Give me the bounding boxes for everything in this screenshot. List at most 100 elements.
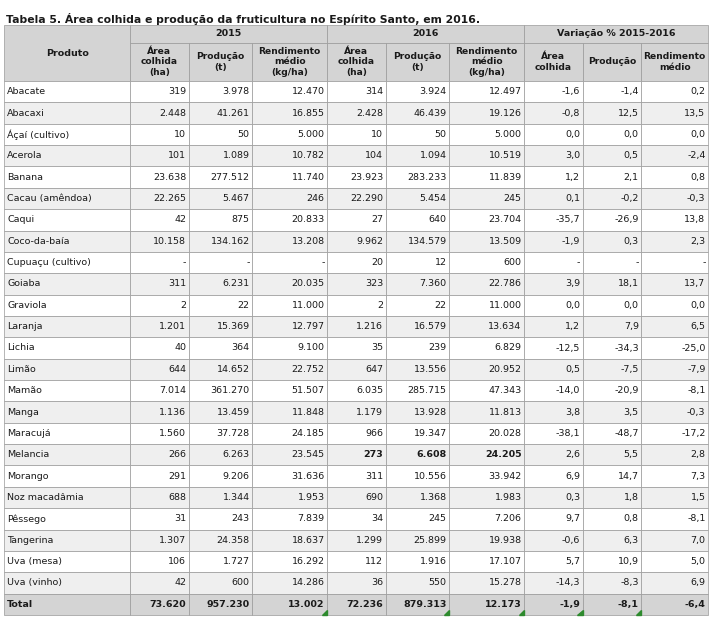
Text: 6.231: 6.231 (223, 280, 250, 288)
Bar (449, 401, 524, 423)
Text: 20: 20 (371, 258, 383, 267)
Text: Produto: Produto (46, 49, 88, 57)
Bar (582, 43, 642, 81)
Text: 16.855: 16.855 (292, 108, 325, 118)
Bar (252, 231, 327, 252)
Bar (449, 551, 524, 573)
Text: -0,3: -0,3 (687, 194, 706, 203)
Text: 18.637: 18.637 (291, 536, 325, 545)
Text: -: - (702, 258, 706, 267)
Bar (252, 166, 327, 188)
Text: 879.313: 879.313 (403, 600, 446, 609)
Text: 12.797: 12.797 (292, 322, 325, 331)
Bar (386, 401, 449, 423)
Bar (386, 295, 449, 316)
Bar (582, 508, 642, 530)
Bar (642, 359, 708, 380)
Text: 319: 319 (168, 87, 187, 96)
Bar (582, 124, 642, 145)
Bar (449, 124, 524, 145)
Text: -0,3: -0,3 (687, 407, 706, 417)
Bar (642, 465, 708, 487)
Bar (449, 359, 524, 380)
Bar (386, 573, 449, 594)
Text: -8,1: -8,1 (618, 600, 639, 609)
Text: -7,5: -7,5 (620, 365, 639, 374)
Bar (4, 124, 130, 145)
Text: 42: 42 (174, 216, 187, 224)
Bar (524, 465, 582, 487)
Text: Laranja: Laranja (7, 322, 43, 331)
Bar (252, 444, 327, 465)
Text: 6.829: 6.829 (495, 343, 522, 353)
Bar (130, 594, 189, 615)
Bar (386, 231, 449, 252)
Text: -1,9: -1,9 (562, 237, 580, 245)
Text: 285.715: 285.715 (408, 386, 446, 395)
Text: 1.727: 1.727 (223, 557, 250, 566)
Bar (130, 530, 189, 551)
Text: 11.848: 11.848 (292, 407, 325, 417)
Text: 16.579: 16.579 (414, 322, 446, 331)
Text: 22.265: 22.265 (153, 194, 187, 203)
Bar (130, 295, 189, 316)
Bar (524, 81, 582, 102)
Text: 2,8: 2,8 (691, 450, 706, 459)
Text: -8,3: -8,3 (620, 579, 639, 587)
Bar (130, 252, 189, 273)
Bar (327, 295, 386, 316)
Text: 24.185: 24.185 (292, 429, 325, 438)
Text: 277.512: 277.512 (211, 173, 250, 182)
Text: Limão: Limão (7, 365, 36, 374)
Bar (4, 401, 130, 423)
Bar (524, 316, 582, 337)
Text: 245: 245 (429, 515, 446, 523)
Text: -1,6: -1,6 (562, 87, 580, 96)
Bar (449, 337, 524, 359)
Bar (582, 359, 642, 380)
Text: Pêssego: Pêssego (7, 514, 46, 523)
Bar (582, 530, 642, 551)
Text: 7.360: 7.360 (419, 280, 446, 288)
Text: Rendimento
médio
(kg/ha): Rendimento médio (kg/ha) (258, 47, 321, 77)
Text: 10.782: 10.782 (292, 151, 325, 160)
Bar (130, 124, 189, 145)
Bar (449, 465, 524, 487)
Bar (4, 209, 130, 231)
Bar (189, 465, 252, 487)
Text: 24.358: 24.358 (216, 536, 250, 545)
Bar (189, 573, 252, 594)
Text: 51.507: 51.507 (292, 386, 325, 395)
Text: -2,4: -2,4 (687, 151, 706, 160)
Text: 11.813: 11.813 (488, 407, 522, 417)
Text: 5.000: 5.000 (495, 130, 522, 139)
Bar (252, 102, 327, 124)
Bar (4, 359, 130, 380)
Bar (189, 145, 252, 166)
Text: 46.439: 46.439 (414, 108, 446, 118)
Bar (386, 145, 449, 166)
Text: 0,5: 0,5 (565, 365, 580, 374)
Text: 10.158: 10.158 (153, 237, 187, 245)
Bar (386, 273, 449, 295)
Text: 1.560: 1.560 (159, 429, 187, 438)
Bar (327, 188, 386, 209)
Text: 6.608: 6.608 (417, 450, 446, 459)
Text: 283.233: 283.233 (407, 173, 446, 182)
Text: 1.953: 1.953 (298, 493, 325, 502)
Text: 1,5: 1,5 (691, 493, 706, 502)
Text: 13,5: 13,5 (684, 108, 706, 118)
Bar (189, 530, 252, 551)
Text: 690: 690 (365, 493, 383, 502)
Bar (252, 273, 327, 295)
Text: 550: 550 (429, 579, 446, 587)
Text: Coco-da-baía: Coco-da-baía (7, 237, 70, 245)
Text: 1.983: 1.983 (494, 493, 522, 502)
Text: 13.928: 13.928 (414, 407, 446, 417)
Text: Abacate: Abacate (7, 87, 46, 96)
Text: 6,9: 6,9 (691, 579, 706, 587)
Text: 0,5: 0,5 (624, 151, 639, 160)
Text: 966: 966 (365, 429, 383, 438)
Bar (130, 423, 189, 444)
Bar (327, 25, 524, 43)
